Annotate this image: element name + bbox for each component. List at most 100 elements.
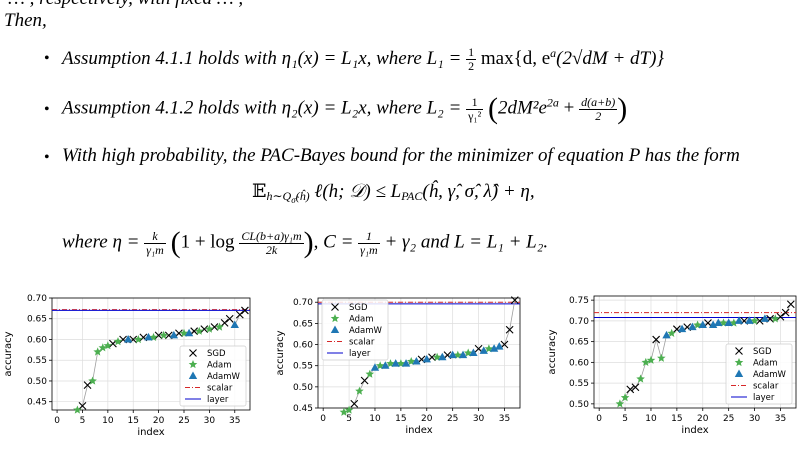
adamw-point — [422, 354, 431, 363]
legend-adam-swatch — [188, 360, 198, 369]
x-axis-label: index — [405, 425, 432, 436]
bullet-dot-2: • — [44, 101, 50, 118]
plot-frame — [51, 297, 251, 411]
legend-adamw-swatch — [330, 325, 340, 333]
legend-adamw-swatch — [734, 369, 744, 377]
adamw-point — [489, 344, 499, 352]
sgd-point — [350, 399, 359, 408]
legend-box — [725, 343, 793, 405]
legend-label: Adam — [207, 361, 232, 371]
adam-point — [73, 405, 82, 414]
adamw-point — [401, 359, 411, 367]
legend-adam-swatch — [734, 358, 744, 367]
legend-sgd-swatch — [331, 303, 339, 311]
y-tick-label: 0.50 — [569, 400, 589, 410]
x-tick-label: 10 — [369, 414, 381, 424]
bullet-dot-3: • — [44, 149, 50, 166]
legend-label: layer — [207, 395, 229, 405]
legend-label: scalar — [207, 384, 233, 394]
sgd-point — [500, 340, 509, 349]
legend-label: SGD — [207, 349, 226, 359]
bullet-1: Assumption 4.1.1 holds with η₁(x) = L₁x,… — [62, 45, 665, 74]
sgd-point — [631, 383, 640, 392]
adam-point — [355, 386, 364, 395]
adamw-point — [381, 361, 390, 369]
adam-point — [407, 357, 416, 366]
pac-bayes-equation: 𝔼h∼Qσ̂(ĥ) ℓ(h; 𝒟) ≤ LPAC(ĥ, γ̂, σ̂, λ̂) … — [252, 181, 535, 205]
legend-label: layer — [753, 393, 775, 403]
adamw-point — [698, 320, 707, 329]
adam-point — [365, 369, 375, 378]
sgd-point — [786, 300, 795, 309]
adamw-point — [495, 342, 504, 350]
legend-label: scalar — [349, 338, 375, 348]
sgd-point — [626, 385, 635, 394]
sgd-point — [154, 331, 163, 340]
legend-adam-swatch — [330, 314, 340, 323]
x-tick-label: 25 — [447, 414, 458, 424]
x-tick-label: 35 — [499, 414, 510, 424]
adam-point — [339, 407, 349, 416]
sgd-point — [200, 325, 209, 334]
sgd-point — [704, 319, 712, 327]
y-tick-label: 0.70 — [293, 298, 313, 308]
legend-box — [321, 299, 389, 361]
adamw-point — [412, 356, 421, 365]
x-tick-label: 20 — [153, 416, 165, 426]
sgd-point — [225, 314, 234, 323]
adamw-point — [469, 348, 478, 356]
sgd-point — [505, 325, 514, 334]
adam-point — [98, 343, 107, 352]
y-axis-label: accuracy — [547, 329, 558, 374]
legend-label: layer — [349, 349, 371, 359]
sgd-point — [652, 335, 661, 344]
bullet-2: Assumption 4.1.2 holds with η₂(x) = L₂x,… — [62, 92, 628, 125]
adamw-point — [708, 320, 718, 329]
where-line: where η = k γ₁m (1 + log CL(b+a)γ₁m 2k), C… — [62, 226, 549, 259]
legend-sgd-swatch — [735, 347, 743, 355]
adamw-point — [760, 314, 770, 322]
adamw-point — [370, 363, 380, 371]
sgd-point — [78, 401, 87, 410]
adamw-point — [391, 359, 400, 367]
adam-point — [103, 341, 113, 350]
legend-box — [179, 345, 247, 407]
top-cut-line: … , respectively, with fixed … , — [8, 0, 243, 10]
adamw-point — [479, 346, 488, 354]
adam-point — [134, 335, 143, 344]
y-tick-label: 0.55 — [569, 379, 589, 389]
accuracy-chart-3: 0 5 10 15 20 25 30 35 0.50 0.55 0.60 0.65 0.70 0.75 in… — [547, 295, 797, 436]
sgd-point — [210, 323, 219, 331]
y-tick-label: 0.55 — [27, 356, 47, 366]
x-tick-label: 20 — [697, 414, 709, 424]
adam-point — [657, 353, 666, 362]
adam-point — [179, 328, 189, 337]
legend-label: Adam — [753, 359, 778, 369]
plot-frame — [593, 295, 797, 409]
x-tick-label: 30 — [204, 416, 216, 426]
legend-sgd-swatch — [189, 349, 197, 357]
sgd-point — [510, 296, 519, 305]
legend-label: SGD — [349, 303, 368, 313]
adam-point — [750, 316, 759, 325]
adam-point — [636, 374, 645, 383]
adamw-point — [724, 318, 733, 326]
adamw-point — [734, 316, 744, 324]
sgd-point — [755, 316, 764, 325]
sgd-point — [190, 327, 199, 336]
adamw-point — [230, 320, 239, 328]
adam-point — [641, 357, 651, 366]
y-tick-label: 0.65 — [569, 338, 589, 348]
y-tick-label: 0.45 — [293, 404, 313, 414]
x-tick-label: 35 — [775, 414, 786, 424]
adam-point — [693, 320, 702, 329]
x-tick-label: 0 — [320, 414, 326, 424]
x-tick-label: 30 — [749, 414, 761, 424]
y-tick-label: 0.65 — [27, 315, 47, 325]
adam-point — [344, 405, 354, 414]
x-tick-label: 25 — [178, 416, 189, 426]
adam-point — [195, 326, 204, 335]
y-tick-label: 0.60 — [27, 335, 47, 345]
legend-label: SGD — [753, 347, 772, 357]
adam-point — [646, 355, 656, 364]
